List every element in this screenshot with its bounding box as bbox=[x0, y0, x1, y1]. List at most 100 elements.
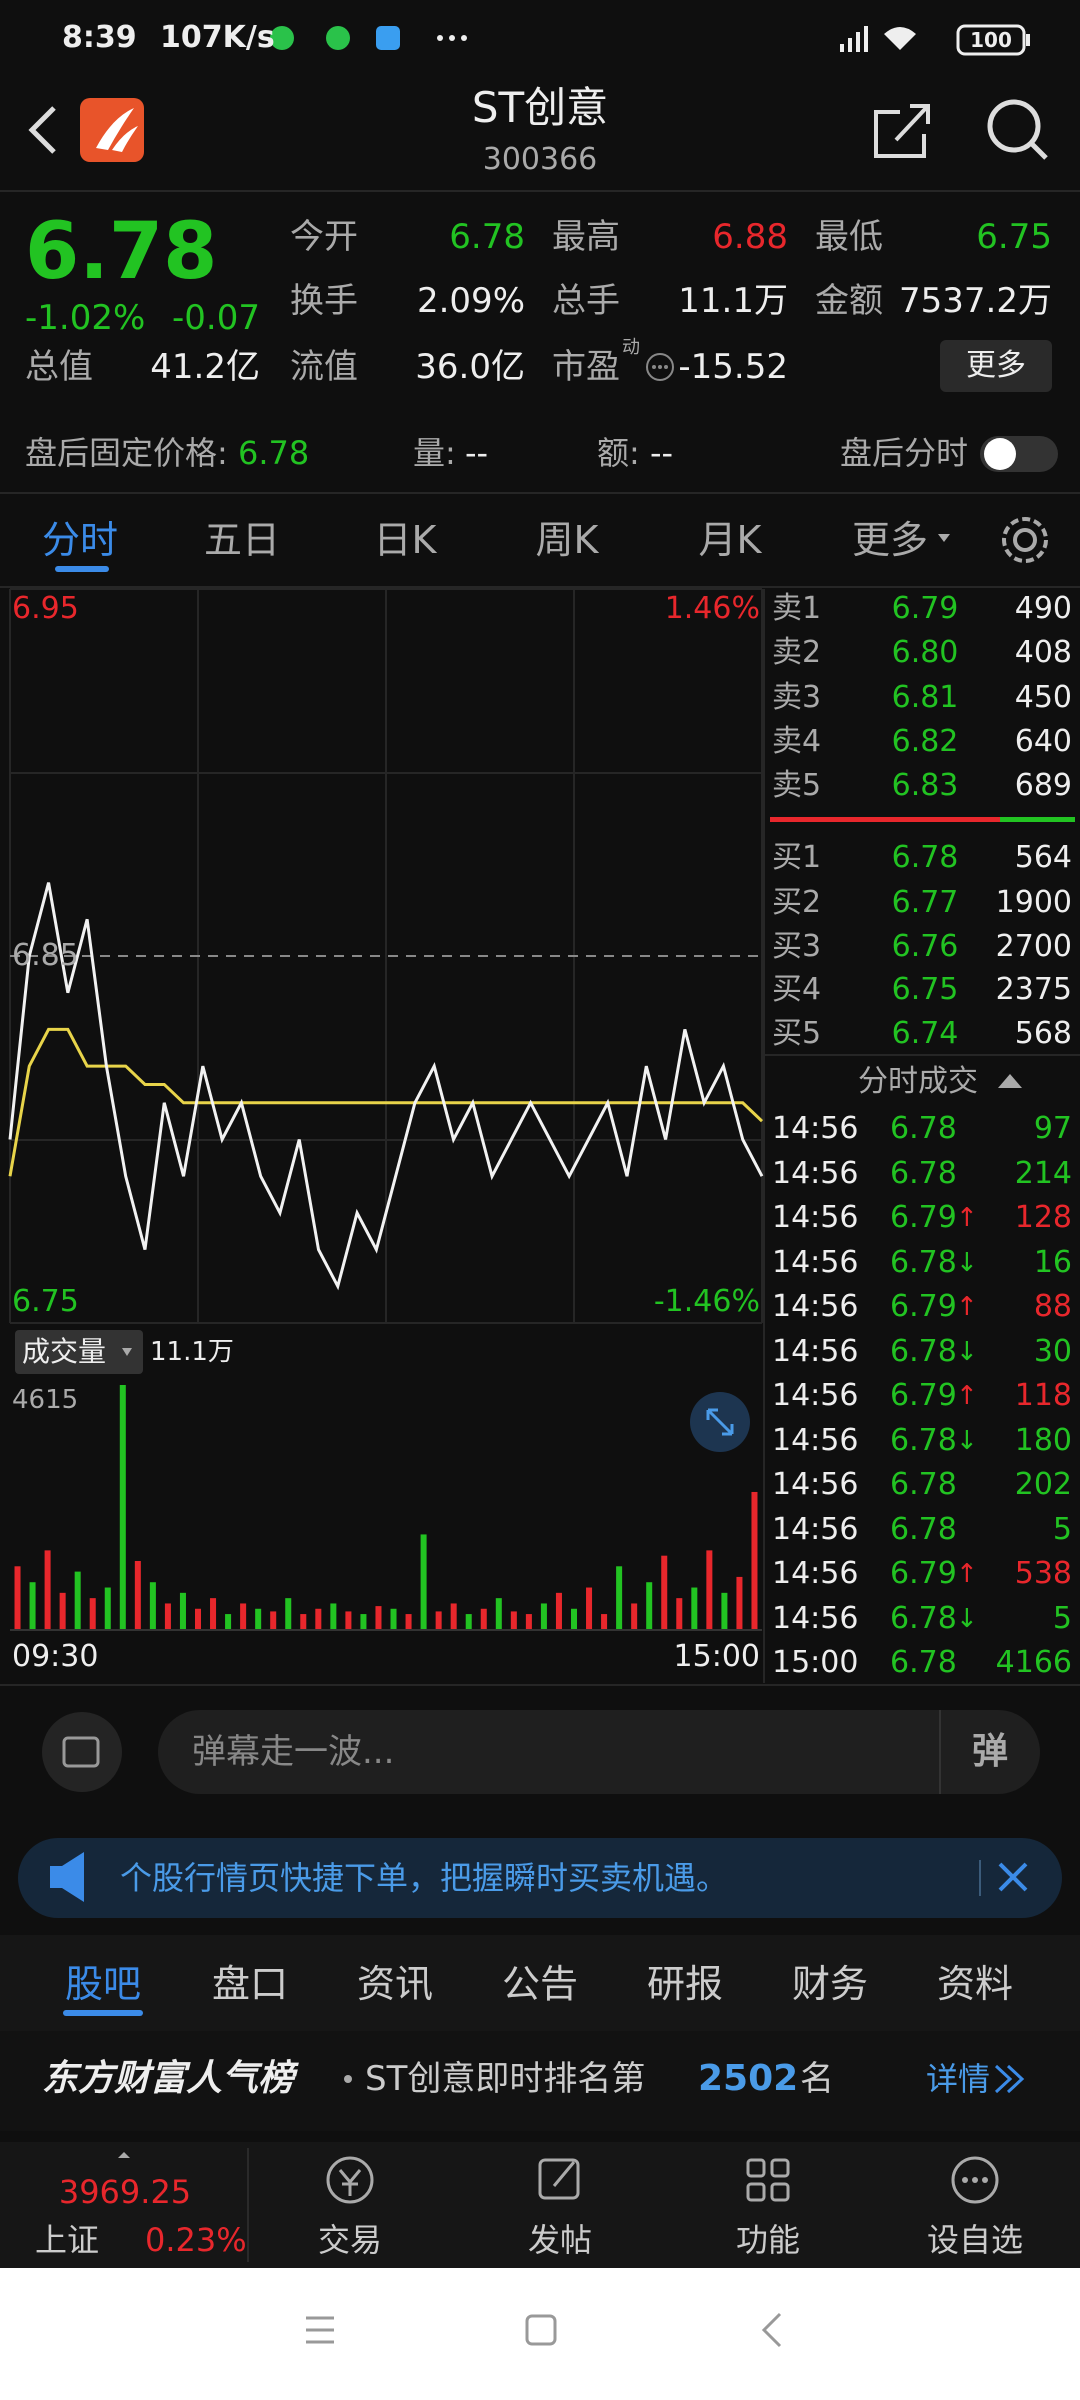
trade-time: 14:56 bbox=[772, 1422, 859, 1458]
pct-high: 1.46% bbox=[664, 591, 760, 626]
field-value: -15.52 bbox=[678, 347, 788, 387]
more-button-label[interactable]: 更多 bbox=[966, 348, 1026, 383]
nav-label[interactable]: 功能 bbox=[735, 2221, 801, 2259]
chart-tab[interactable]: 更多 bbox=[851, 518, 929, 562]
danmu-input[interactable] bbox=[158, 1710, 1040, 1794]
chart-tab[interactable]: 五日 bbox=[203, 518, 281, 562]
banner-close[interactable] bbox=[998, 1862, 1028, 1892]
nav-label[interactable]: 发帖 bbox=[527, 2221, 593, 2259]
buy-qty: 2700 bbox=[995, 929, 1072, 964]
section-tab[interactable]: 研报 bbox=[646, 1962, 724, 2006]
buy-price: 6.78 bbox=[891, 840, 959, 875]
danmu-icon[interactable] bbox=[42, 1712, 122, 1792]
more-button[interactable] bbox=[940, 340, 1052, 392]
volume-total: 11.1万 bbox=[150, 1337, 234, 1367]
volume-bar bbox=[225, 1614, 232, 1630]
trade-vol: 97 bbox=[1033, 1111, 1072, 1146]
field-value: 41.2亿 bbox=[150, 347, 260, 387]
volume-bar bbox=[616, 1566, 623, 1630]
section-tab[interactable]: 资料 bbox=[936, 1962, 1014, 2006]
banner[interactable] bbox=[18, 1838, 1062, 1918]
trade-time: 14:56 bbox=[772, 1600, 859, 1636]
trade-arrow: ↑ bbox=[956, 1559, 978, 1589]
share-button[interactable] bbox=[874, 104, 930, 158]
buy-qty: 2375 bbox=[995, 972, 1072, 1007]
rank-link[interactable]: 详情 bbox=[925, 2060, 990, 2098]
sell-qty: 689 bbox=[1014, 768, 1072, 803]
back-button[interactable] bbox=[28, 106, 56, 154]
book-sep-red bbox=[770, 817, 1000, 822]
trade-vol: 88 bbox=[1033, 1289, 1072, 1324]
section-tab[interactable]: 财务 bbox=[791, 1962, 869, 2006]
nav-label[interactable]: 交易 bbox=[317, 2221, 383, 2259]
trade-time: 14:56 bbox=[772, 1111, 859, 1146]
section-tab[interactable]: 盘口 bbox=[211, 1962, 289, 2006]
chart-tab[interactable]: 日K bbox=[373, 518, 437, 562]
volume-bar bbox=[631, 1603, 638, 1630]
rank-bar bbox=[0, 2031, 1080, 2131]
trade-price: 6.78 bbox=[890, 1333, 957, 1369]
status-time: 8:39 bbox=[62, 20, 137, 55]
trade-vol: 180 bbox=[1014, 1422, 1072, 1458]
danmu-button[interactable]: 弹 bbox=[971, 1731, 1009, 1772]
volume-bar bbox=[480, 1608, 487, 1630]
sell-price: 6.82 bbox=[891, 724, 959, 759]
trade-price: 6.78 bbox=[890, 1511, 957, 1547]
search-button[interactable] bbox=[987, 99, 1048, 160]
trade-time: 14:56 bbox=[772, 1378, 859, 1413]
volume-label[interactable]: 成交量 bbox=[22, 1335, 107, 1368]
section-tab[interactable]: 资讯 bbox=[356, 1962, 434, 2006]
nav-label[interactable]: 设自选 bbox=[926, 2221, 1024, 2259]
info-icon[interactable] bbox=[646, 353, 674, 381]
chart-tab[interactable]: 周K bbox=[535, 518, 599, 562]
nav-icons[interactable] bbox=[326, 2156, 999, 2204]
trade-price: 6.78 bbox=[890, 1645, 957, 1680]
trades-arrow bbox=[998, 1074, 1022, 1088]
field-value: 6.88 bbox=[712, 217, 788, 257]
sell-label: 卖2 bbox=[772, 635, 822, 670]
section-tab[interactable]: 公告 bbox=[501, 1962, 579, 2006]
after-hours-toggle-label: 盘后分时 bbox=[840, 434, 969, 472]
volume-bar bbox=[255, 1608, 262, 1630]
trade-arrow: ↓ bbox=[956, 1336, 978, 1367]
trade-time: 14:56 bbox=[772, 1289, 859, 1324]
buy-label: 买1 bbox=[772, 840, 822, 875]
trade-price: 6.78 bbox=[890, 1244, 957, 1280]
book-sep-green bbox=[1000, 817, 1075, 822]
volume-bar bbox=[465, 1614, 472, 1630]
toggle-knob bbox=[984, 438, 1016, 470]
section-tab[interactable]: 股吧 bbox=[64, 1962, 142, 2006]
price-line bbox=[8, 882, 764, 1291]
volume-bar bbox=[330, 1603, 337, 1630]
change: -0.07 bbox=[172, 298, 260, 338]
banner-text: 个股行情页快捷下单，把握瞬时买卖机遇。 bbox=[120, 1859, 729, 1897]
trade-price: 6.78 bbox=[890, 1155, 957, 1191]
sell-price: 6.80 bbox=[891, 635, 959, 670]
trade-vol: 4166 bbox=[995, 1645, 1072, 1680]
info-dots bbox=[652, 365, 668, 369]
volume-bar bbox=[676, 1598, 683, 1630]
stock-title: ST创意 bbox=[471, 83, 609, 132]
volume-bar bbox=[59, 1592, 66, 1630]
trades-title: 分时成交 bbox=[858, 1064, 978, 1099]
volume-selector[interactable] bbox=[15, 1330, 143, 1374]
trade-price: 6.79 bbox=[890, 1378, 957, 1413]
field-value: 2.09% bbox=[416, 281, 525, 321]
volume-bar bbox=[270, 1611, 277, 1630]
system-buttons[interactable] bbox=[306, 2312, 782, 2348]
sell-label: 卖5 bbox=[772, 768, 822, 803]
avg-line bbox=[8, 1027, 764, 1177]
buy-price: 6.76 bbox=[891, 929, 959, 964]
time-end: 15:00 bbox=[673, 1639, 760, 1674]
chart-tab[interactable]: 月K bbox=[698, 518, 762, 562]
buy-label: 买4 bbox=[772, 972, 822, 1007]
time-start: 09:30 bbox=[12, 1639, 99, 1674]
chart-tab[interactable]: 分时 bbox=[41, 518, 119, 562]
field-label: 流值 bbox=[290, 347, 358, 387]
trade-price: 6.78 bbox=[890, 1422, 957, 1458]
trade-vol: 16 bbox=[1033, 1244, 1072, 1280]
settings-button[interactable] bbox=[1002, 517, 1048, 563]
volume-bar bbox=[420, 1534, 427, 1630]
trade-time: 14:56 bbox=[772, 1155, 859, 1191]
